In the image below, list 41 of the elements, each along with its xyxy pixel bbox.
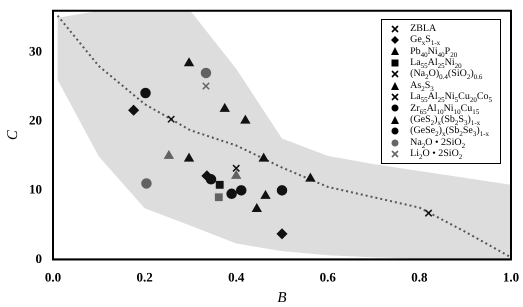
x-tick-label: 0.6 [320, 270, 336, 285]
legend-label: Pb$_{40}$Ni$_{40}$P$_{20}$ [410, 46, 458, 59]
x-axis-title: B [277, 290, 287, 306]
point [200, 68, 212, 78]
legend-label: Zr$_{65}$Al$_{10}$Ni$_{10}$Cu$_{15}$ [410, 102, 480, 116]
y-tick-label: 10 [29, 182, 42, 197]
legend-label: As$_{2}$S$_{3}$ [410, 80, 434, 93]
x-tick-label: 0.0 [44, 270, 62, 285]
point [260, 190, 270, 199]
text: (GeS$_{2}$)$_{x}$(Sb$_{2}$S$_{3}$)$_{1-x}$ [410, 114, 480, 128]
point [276, 228, 288, 240]
point [226, 188, 237, 200]
point [276, 185, 288, 196]
point [167, 115, 176, 124]
text: (GeSe$_{2}$)$_{x}$(Sb$_{2}$Se$_{3}$)$_{1-x}$ [410, 125, 490, 138]
x-tick-label: 1.0 [502, 270, 520, 285]
point [306, 173, 316, 182]
x-tick-label: 0.4 [228, 270, 245, 285]
point [232, 164, 240, 172]
legend-label: ZBLA [410, 22, 436, 34]
point [240, 115, 250, 124]
point [184, 58, 194, 66]
x-tick-label: 0.2 [136, 270, 153, 285]
legend-label: Ge$_{x}$S$_{1-x}$ [410, 34, 440, 48]
point [202, 170, 212, 182]
y-tick-label: 20 [29, 112, 42, 128]
y-tick-label: 30 [29, 44, 42, 59]
text: La$_{55}$Al$_{25}$Ni$_{5}$Cu$_{20}$Co$_{5}$ [410, 91, 492, 104]
legend-label: Li$_{2}$O • 2SiO$_{2}$ [410, 148, 462, 162]
y-tick-label: 0 [36, 250, 42, 266]
point [202, 82, 210, 90]
legend-label: Na$_{2}$O • 2SiO$_{2}$ [410, 136, 466, 150]
x-tick-label: 0.8 [411, 270, 428, 285]
point [128, 104, 139, 116]
point [220, 104, 230, 112]
point [259, 153, 268, 162]
legend-label: La$_{55}$Al$_{25}$Ni$_{20}$ [410, 57, 462, 70]
point [236, 185, 246, 196]
legend-label: (Na$_{2}$O)$_{0.4}$(SiO$_{2}$)$_{0.6}$ [410, 68, 482, 82]
point [424, 209, 432, 218]
y-axis-title: C [4, 129, 21, 140]
